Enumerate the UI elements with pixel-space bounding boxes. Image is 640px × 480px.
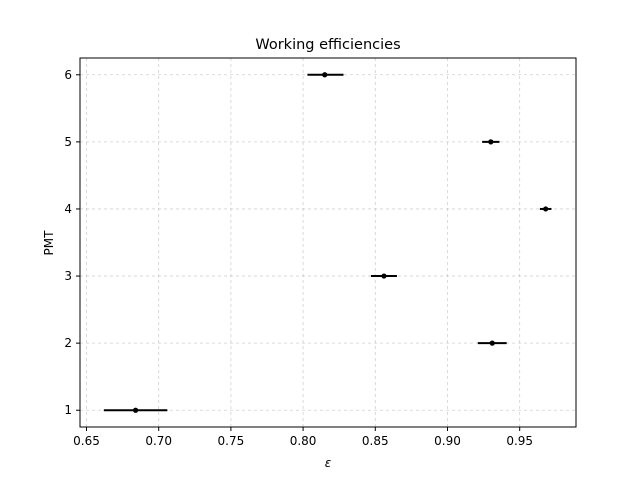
x-tick-label: 0.70 bbox=[145, 434, 172, 448]
efficiency-point bbox=[381, 273, 387, 279]
y-tick-label: 5 bbox=[64, 135, 72, 149]
y-tick-label: 1 bbox=[64, 403, 72, 417]
y-tick-label: 4 bbox=[64, 202, 72, 216]
y-axis-label: PMT bbox=[42, 230, 56, 256]
x-tick-label: 0.65 bbox=[73, 434, 100, 448]
grid bbox=[80, 58, 576, 427]
chart-title: Working efficiencies bbox=[255, 37, 400, 53]
x-axis-ticks: 0.65 0.70 0.75 0.80 0.85 0.90 0.95 bbox=[73, 427, 533, 448]
efficiency-point bbox=[543, 206, 549, 212]
data-points bbox=[103, 72, 552, 413]
efficiency-point bbox=[132, 407, 139, 413]
y-axis-ticks: 1 2 3 4 5 6 bbox=[64, 68, 80, 417]
x-tick-label: 0.80 bbox=[290, 434, 317, 448]
y-tick-label: 6 bbox=[64, 68, 72, 82]
y-tick-label: 2 bbox=[64, 336, 72, 350]
x-tick-label: 0.75 bbox=[218, 434, 245, 448]
y-tick-label: 3 bbox=[64, 269, 72, 283]
x-axis-label: ε bbox=[325, 456, 332, 470]
efficiency-point bbox=[322, 72, 328, 78]
x-tick-label: 0.95 bbox=[506, 434, 533, 448]
efficiency-point bbox=[489, 340, 495, 346]
efficiency-point bbox=[488, 139, 494, 145]
x-tick-label: 0.90 bbox=[434, 434, 461, 448]
x-tick-label: 0.85 bbox=[362, 434, 389, 448]
plot-frame bbox=[79, 57, 577, 428]
